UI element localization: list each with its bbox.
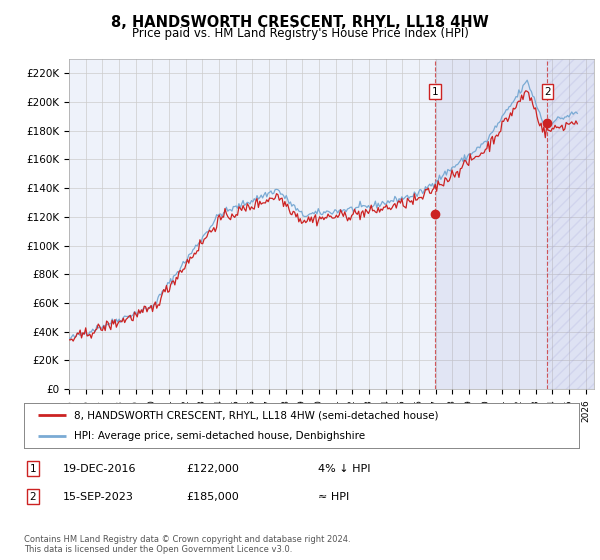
Text: £122,000: £122,000 [186,464,239,474]
Text: 1: 1 [29,464,37,474]
Bar [435,59,547,389]
Text: £185,000: £185,000 [186,492,239,502]
Text: Price paid vs. HM Land Registry's House Price Index (HPI): Price paid vs. HM Land Registry's House … [131,27,469,40]
Text: ≈ HPI: ≈ HPI [318,492,349,502]
Text: 2: 2 [29,492,37,502]
Text: 2: 2 [544,87,551,97]
Text: 15-SEP-2023: 15-SEP-2023 [63,492,134,502]
Text: 4% ↓ HPI: 4% ↓ HPI [318,464,371,474]
Text: 19-DEC-2016: 19-DEC-2016 [63,464,137,474]
Text: 1: 1 [431,87,439,97]
Text: Contains HM Land Registry data © Crown copyright and database right 2024.
This d: Contains HM Land Registry data © Crown c… [24,535,350,554]
Text: 8, HANDSWORTH CRESCENT, RHYL, LL18 4HW (semi-detached house): 8, HANDSWORTH CRESCENT, RHYL, LL18 4HW (… [74,410,439,421]
Text: HPI: Average price, semi-detached house, Denbighshire: HPI: Average price, semi-detached house,… [74,431,365,441]
Text: 8, HANDSWORTH CRESCENT, RHYL, LL18 4HW: 8, HANDSWORTH CRESCENT, RHYL, LL18 4HW [111,15,489,30]
Bar [547,59,594,389]
